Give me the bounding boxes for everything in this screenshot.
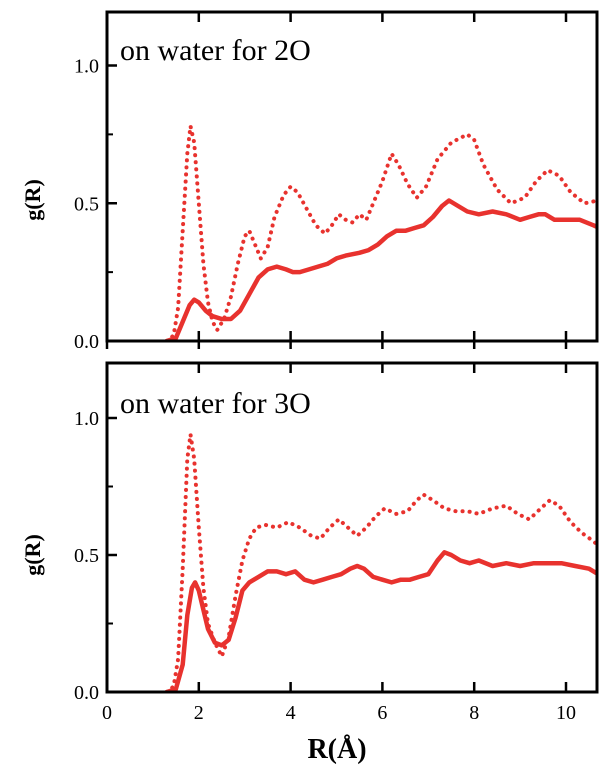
x-axis-tick-labels: 0 2 4 6 8 10: [102, 702, 576, 724]
y-tick-label: 1.0: [74, 56, 99, 78]
bottom-plot-area: [164, 432, 597, 692]
top-panel-title: on water for 2O: [120, 34, 311, 67]
bottom-plot-frame: [105, 361, 599, 694]
solid-series-line: [164, 198, 597, 341]
x-tick-label: 10: [556, 702, 576, 724]
top-y-axis-title: g(R): [20, 179, 45, 221]
dotted-series-line: [164, 124, 597, 341]
top-x-axis-ticks: [105, 12, 568, 349]
dotted-series-line: [164, 432, 597, 692]
x-tick-label: 0: [102, 702, 112, 724]
y-tick-label: 1.0: [74, 408, 99, 430]
x-tick-label: 8: [469, 702, 479, 724]
x-axis-title: R(Å): [307, 734, 366, 765]
y-tick-label: 0.5: [74, 545, 99, 567]
bottom-panel: on water for 3O g(R) 0.0 0.5 1.0 0 2 4 6 8 10: [20, 361, 599, 724]
top-panel: on water for 2O g(R) 0.0 0.5 1.0: [20, 10, 599, 353]
x-tick-label: 2: [194, 702, 204, 724]
y-tick-label: 0.0: [74, 682, 99, 704]
y-tick-label: 0.5: [74, 193, 99, 215]
top-plot-area: [164, 124, 597, 341]
bottom-panel-title: on water for 3O: [120, 387, 311, 420]
x-tick-label: 4: [286, 702, 296, 724]
y-tick-label: 0.0: [74, 331, 99, 353]
solid-series-line: [164, 550, 597, 692]
top-y-axis-ticks: 0.0 0.5 1.0: [74, 56, 117, 353]
x-tick-label: 6: [377, 702, 387, 724]
bottom-y-axis-title: g(R): [20, 534, 45, 576]
bottom-y-axis-ticks: 0.0 0.5 1.0: [74, 408, 117, 704]
top-plot-frame: [105, 10, 599, 343]
bottom-x-axis-ticks: [105, 363, 568, 692]
